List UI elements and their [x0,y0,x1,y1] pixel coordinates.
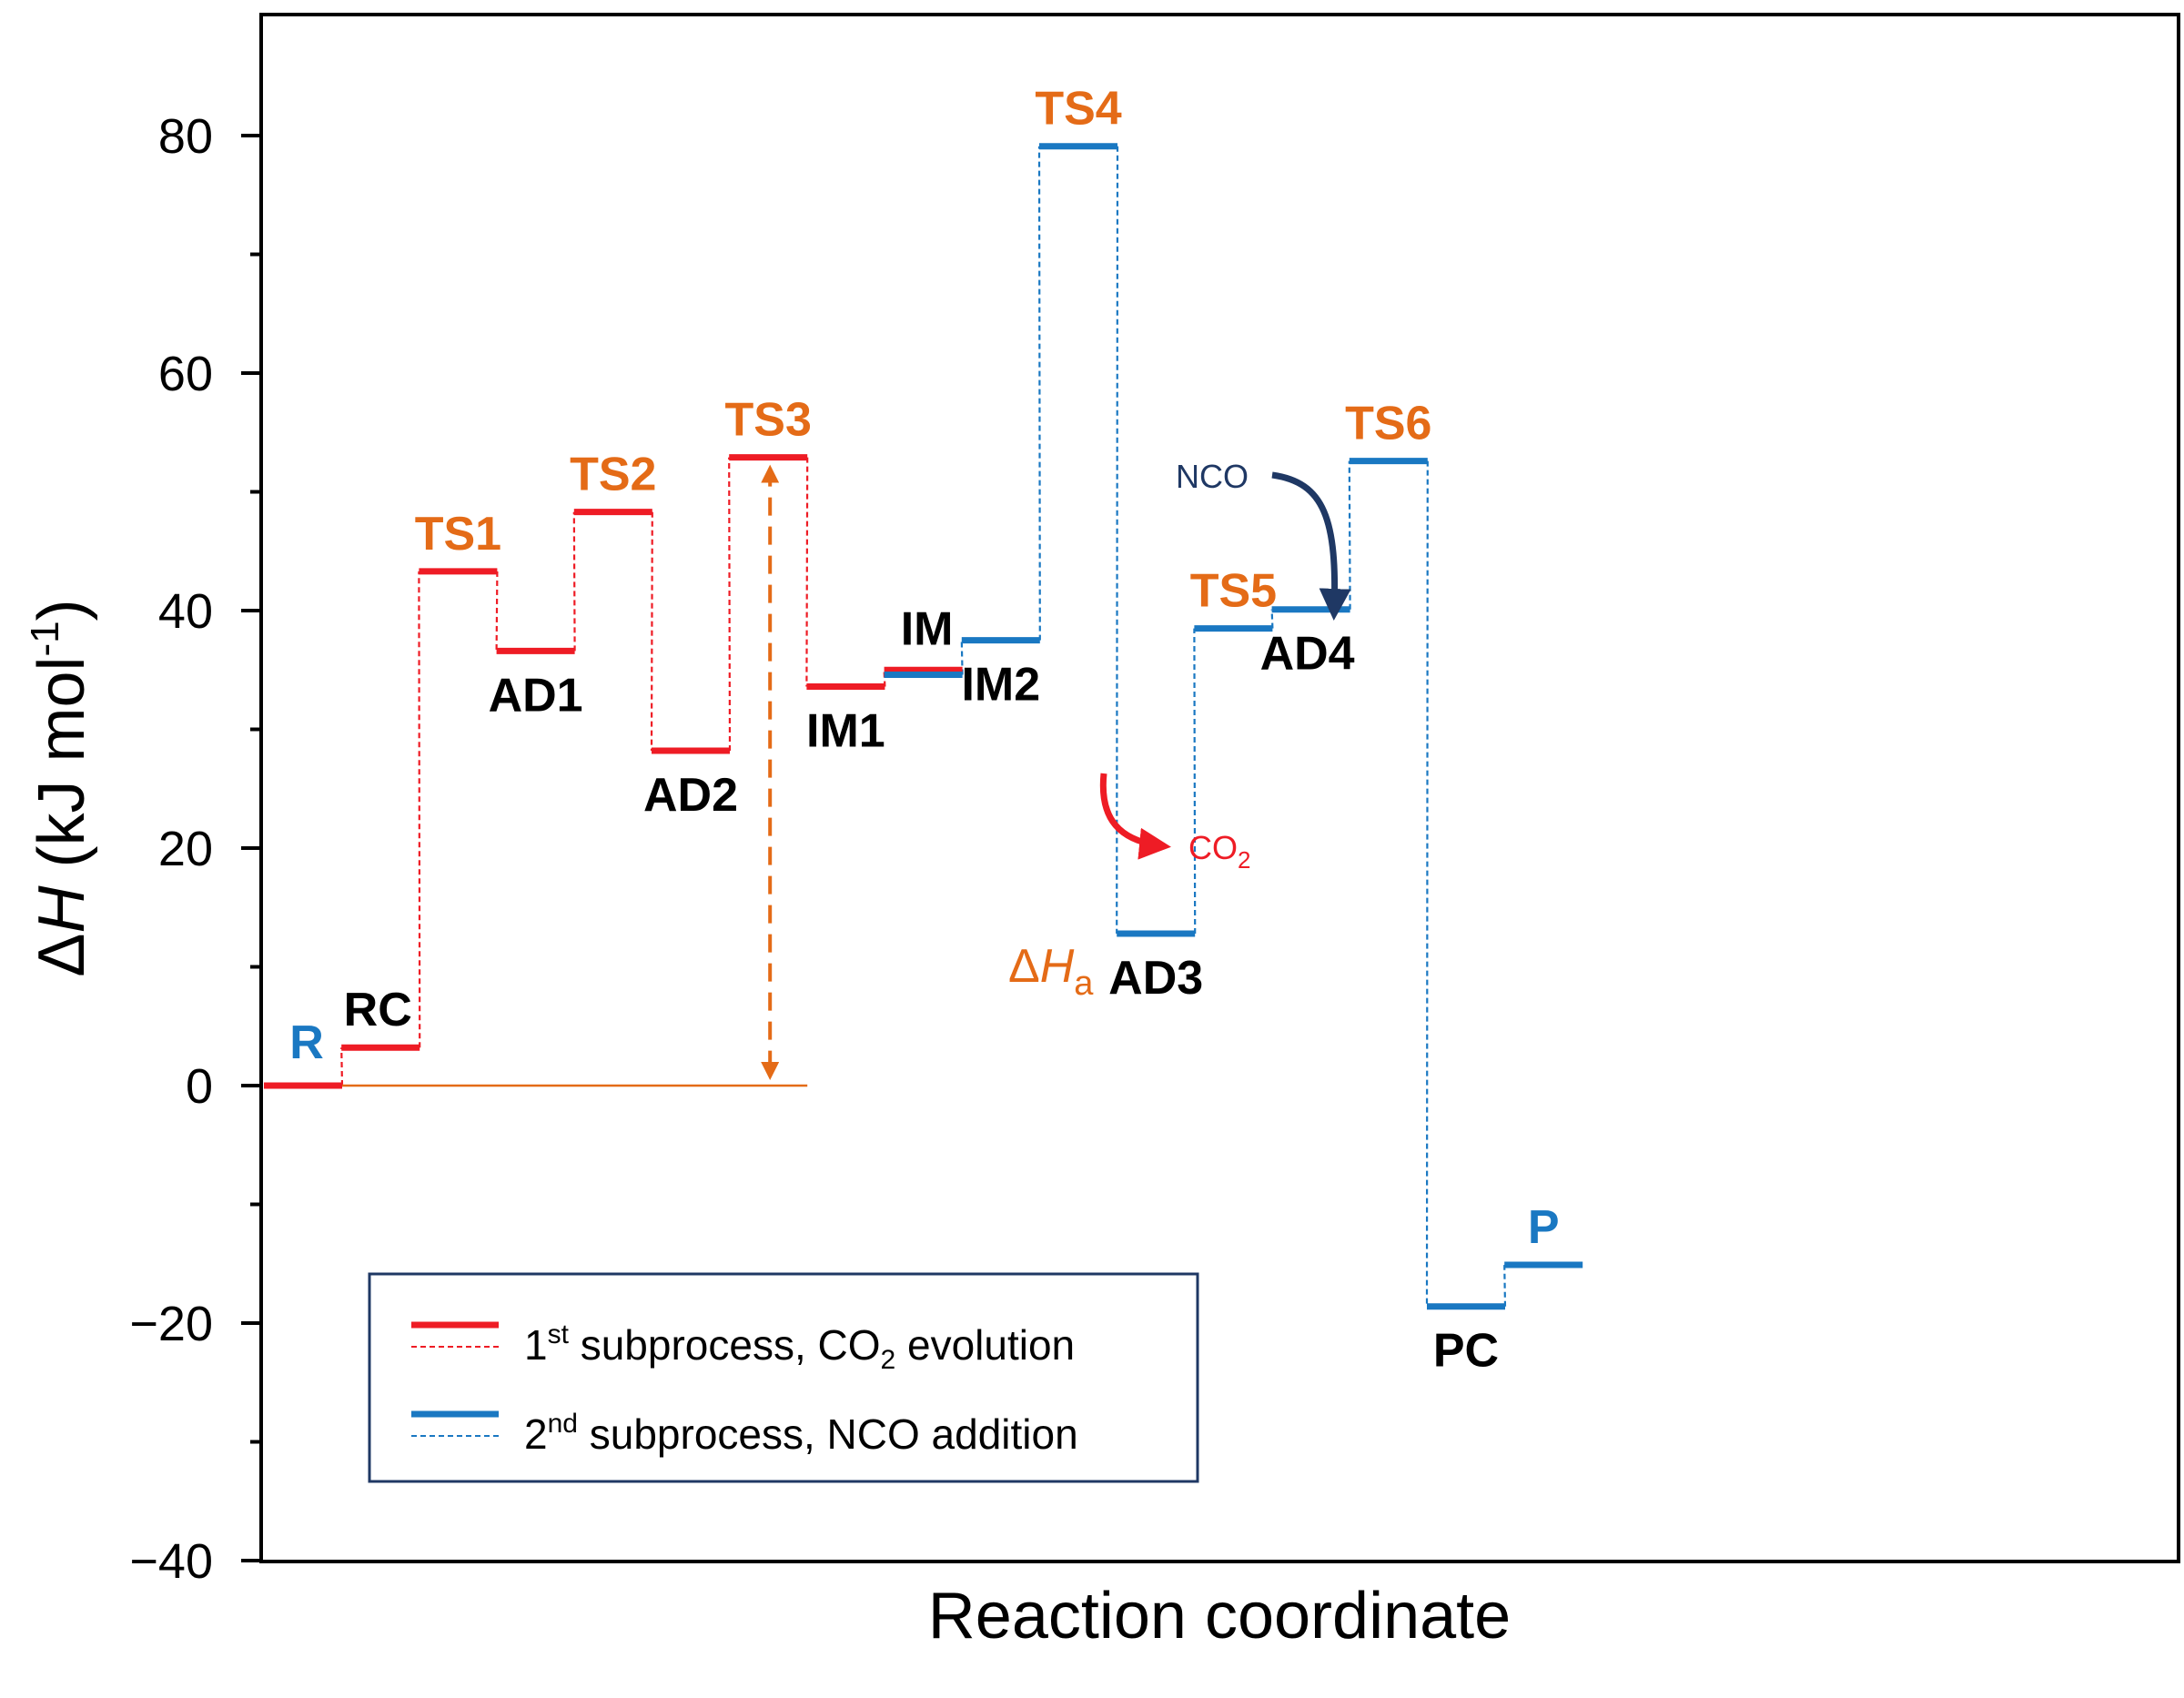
legend-entry: 1st subprocess, CO2 evolution [524,1319,1075,1375]
activation-delta: Δ [1008,940,1040,993]
legend-entry-part: 2 [524,1410,548,1458]
connector-line [960,640,964,675]
y-tick-label: −40 [129,1534,213,1589]
legend-entry-part: 1 [524,1321,548,1369]
legend-entry-part: st [548,1319,570,1349]
state-label-ts3: TS3 [725,394,812,447]
y-axis-title-symbol: H [25,885,98,934]
state-label-ts2: TS2 [570,449,656,501]
connector-line [1037,146,1041,641]
state-label-im2: IM2 [961,659,1040,712]
connector-line [805,457,809,687]
annotations: ΔHa CO2 NCO [761,458,1351,1080]
y-tick-label: 80 [158,109,213,164]
connector-lines [340,146,1507,1307]
connector-line [572,511,576,652]
x-axis-title: Reaction coordinate [928,1580,1511,1653]
co2-subscript: 2 [1238,846,1250,874]
y-tick-label: −20 [129,1297,213,1351]
state-label-ad3: AD3 [1108,952,1203,1005]
connector-line [1425,460,1429,1307]
state-label-ad4: AD4 [1260,628,1355,681]
connector-line [728,457,732,751]
y-axis-title-exp: -1 [23,621,67,656]
legend-entry-part: evolution [895,1321,1075,1369]
state-label-ts5: TS5 [1190,565,1277,618]
co2-text: CO [1188,829,1238,866]
legend-entry-part: 2 [881,1345,896,1375]
state-label-im1: IM1 [806,705,885,758]
nco-label: NCO [1176,458,1249,495]
connector-line [418,571,421,1048]
y-tick-label: 60 [158,347,213,401]
activation-subscript: a [1074,965,1094,1003]
connector-line [340,1047,344,1087]
co2-arrow [1099,773,1171,860]
state-label-r: R [289,1016,324,1069]
legend-entry-part: subprocess, NCO addition [578,1410,1078,1458]
state-label-ts1: TS1 [415,508,501,561]
state-label-pc: PC [1433,1325,1499,1378]
y-axis-title-delta: Δ [25,934,98,977]
y-axis-ticks: −40 −20 0 20 40 60 80 [129,109,261,1589]
co2-label: CO2 [1188,829,1250,874]
state-label-p: P [1528,1201,1560,1254]
y-tick-label: 0 [186,1059,213,1114]
state-label-rc: RC [344,984,412,1036]
plot-frame [259,13,2180,1563]
y-tick-label: 40 [158,584,213,639]
y-axis-title-unit: (kJ mol [25,657,98,886]
activation-label: ΔHa [1008,940,1094,1003]
activation-symbol: H [1040,940,1075,993]
y-axis-title-close: ) [25,599,98,621]
state-label-ad1: AD1 [489,669,583,722]
y-tick-label: 20 [158,822,213,876]
legend-box [368,1272,1199,1483]
state-label-ad2: AD2 [643,769,738,822]
legend-entry-part: subprocess, CO [569,1321,881,1369]
energy-levels [264,143,1583,1310]
connector-line [495,571,499,652]
nco-arrow [1271,471,1351,621]
y-axis-title: ΔH (kJ mol-1) [23,599,98,976]
legend-entry-part: nd [548,1409,578,1439]
state-label-ts6: TS6 [1345,398,1431,450]
state-label-im: IM [901,602,954,655]
state-label-ts4: TS4 [1035,83,1121,136]
connector-line [1503,1265,1507,1307]
legend-entry: 2nd subprocess, NCO addition [524,1409,1078,1458]
connector-line [1193,628,1197,934]
